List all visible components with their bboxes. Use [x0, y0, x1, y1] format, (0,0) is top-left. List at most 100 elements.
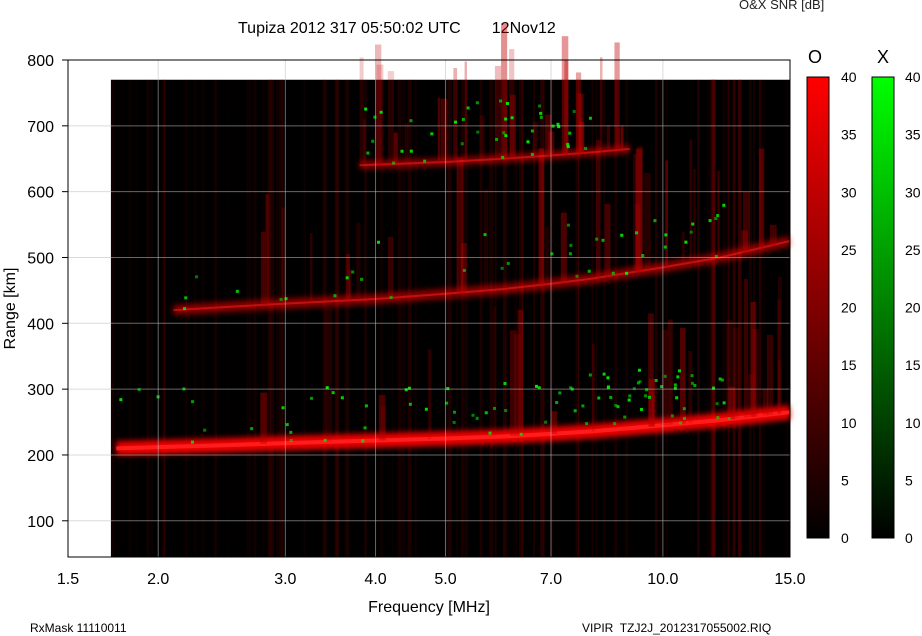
o-echo-spread: [545, 114, 552, 156]
o-echo-spread: [635, 148, 643, 273]
x-echo-point: [691, 381, 695, 385]
colorbar-tick-label: 15: [841, 357, 857, 373]
noise-streak: [336, 79, 339, 557]
noise-streak: [214, 79, 217, 557]
o-echo-spread: [728, 386, 736, 420]
noise-streak: [479, 79, 483, 557]
o-echo-spread: [265, 194, 270, 305]
noise-streak: [414, 79, 418, 557]
o-echo-spread: [310, 232, 313, 303]
x-echo-point: [530, 152, 534, 156]
noise-streak: [407, 79, 412, 557]
o-echo-spread: [456, 157, 464, 293]
x-echo-point: [483, 233, 487, 237]
noise-streak: [519, 79, 523, 557]
x-echo-point: [460, 142, 464, 146]
noise-streak: [713, 79, 716, 557]
x-echo-point: [407, 386, 411, 390]
o-echo-spread: [514, 333, 521, 436]
x-echo-point: [575, 274, 579, 278]
x-echo-point: [392, 161, 396, 165]
noise-streak: [276, 79, 281, 557]
noise-streak: [540, 79, 545, 557]
y-tick-label: 800: [27, 53, 54, 70]
x-echo-point: [289, 439, 293, 443]
x-echo-point: [653, 219, 657, 223]
x-echo-point: [664, 233, 668, 237]
o-echo-spread: [440, 98, 448, 163]
o-echo-spread: [748, 374, 754, 418]
x-echo-point: [345, 276, 349, 280]
x-echo-point: [191, 440, 195, 444]
o-echo-spread: [681, 232, 685, 265]
x-echo-point: [690, 374, 694, 378]
x-echo-point: [585, 422, 589, 426]
o-echo-spread: [606, 124, 611, 151]
x-echo-point: [555, 401, 559, 405]
x-echo-point: [595, 237, 599, 241]
x-echo-point: [404, 388, 408, 392]
o-trace-core: [359, 147, 630, 167]
o-echo-spread: [551, 411, 558, 434]
noise-streak: [614, 79, 618, 557]
x-echo-point: [556, 122, 560, 126]
x-echo-point: [471, 413, 475, 417]
noise-streak: [267, 79, 272, 557]
o-echo-spread: [591, 344, 595, 432]
noise-streak: [575, 79, 580, 557]
o-echo-spread: [374, 44, 382, 165]
x-echo-point: [716, 416, 720, 420]
noise-streak: [347, 79, 350, 557]
o-echo-spread: [464, 61, 467, 162]
y-tick-label: 700: [27, 119, 54, 136]
noise-streak: [532, 79, 535, 557]
noise-streak: [397, 79, 402, 557]
noise-streak: [710, 79, 715, 557]
noise-streak: [659, 79, 662, 557]
noise-streak: [262, 79, 265, 557]
noise-streak: [269, 79, 272, 557]
o-echo-spread: [532, 121, 538, 157]
o-echo-spread: [510, 94, 516, 159]
x-echo-point: [635, 231, 639, 235]
o-echo-spread: [614, 42, 620, 151]
x-echo-point: [648, 395, 652, 399]
x-echo-point: [400, 149, 404, 153]
x-echo-point: [331, 391, 335, 395]
noise-streak: [665, 79, 668, 557]
x-echo-point: [573, 409, 577, 413]
o-echo-spread: [453, 67, 458, 162]
noise-streak: [110, 79, 113, 557]
x-echo-point: [584, 146, 588, 150]
x-echo-point: [722, 401, 726, 405]
o-echo-spread: [688, 351, 693, 424]
x-echo-point: [119, 398, 123, 402]
x-axis-label: Frequency [MHz]: [368, 599, 490, 616]
o-trace-core: [116, 410, 791, 451]
noise-streak: [146, 79, 150, 557]
o-echo-spread: [652, 394, 655, 427]
chart-title: Tupiza 2012 317 05:50:02 UTC 12Nov12: [238, 20, 556, 37]
x-echo-point: [235, 289, 239, 293]
x-echo-point: [351, 270, 355, 274]
x-tick-label: 7.0: [540, 571, 562, 588]
x-echo-point: [613, 422, 617, 426]
o-echo-spread: [758, 148, 765, 249]
o-echo-spread: [777, 299, 781, 414]
noise-streak: [732, 79, 736, 557]
noise-streak: [521, 79, 524, 557]
noise-streak: [722, 79, 727, 557]
x-echo-point: [203, 428, 207, 432]
noise-streak: [728, 79, 731, 557]
noise-streak: [706, 79, 711, 557]
noise-streak: [364, 79, 367, 557]
x-echo-point: [445, 401, 449, 405]
o-echo-spread: [575, 92, 583, 154]
x-echo-point: [493, 406, 497, 410]
x-echo-point: [510, 116, 514, 120]
y-tick-label: 600: [27, 185, 54, 202]
x-echo-point: [644, 394, 648, 398]
x-echo-point: [250, 427, 254, 431]
colorbar-tick-label: 40: [841, 69, 857, 85]
